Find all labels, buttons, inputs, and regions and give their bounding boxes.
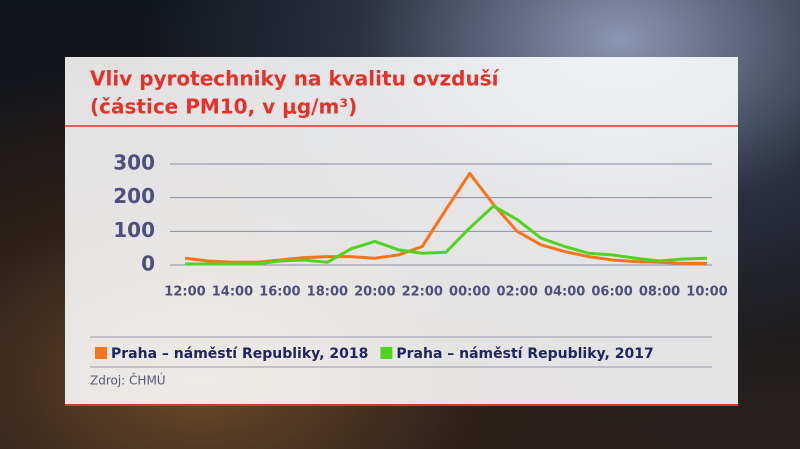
x-tick-label: 08:00	[639, 285, 680, 300]
legend-swatch	[95, 347, 107, 359]
source: Zdroj: ČHMÚ	[90, 373, 166, 388]
y-tick-label: 200	[113, 184, 155, 208]
x-tick-label: 14:00	[212, 285, 253, 300]
x-tick-label: 04:00	[544, 285, 585, 300]
y-tick-label: 0	[141, 252, 155, 276]
x-tick-label: 10:00	[686, 285, 727, 300]
x-tick-label: 06:00	[591, 285, 632, 300]
legend-swatch	[380, 347, 393, 359]
series-line	[185, 204, 708, 266]
x-tick-label: 16:00	[259, 285, 300, 300]
legend-label: Praha – náměstí Republiky, 2017	[396, 346, 653, 362]
x-tick-label: 02:00	[496, 285, 537, 300]
y-tick-label: 300	[113, 151, 155, 175]
x-tick-label: 12:00	[164, 285, 205, 300]
x-tick-label: 22:00	[402, 285, 443, 300]
x-tick-label: 20:00	[354, 285, 395, 300]
x-tick-label: 00:00	[449, 285, 490, 300]
legend-label: Praha – náměstí Republiky, 2018	[111, 346, 368, 362]
y-tick-label: 100	[113, 218, 155, 242]
x-tick-label: 18:00	[307, 285, 348, 300]
chart-subtitle: (částice PM10, v μg/m³)	[90, 95, 357, 119]
chart-title: Vliv pyrotechniky na kvalitu ovzduší	[90, 67, 500, 91]
